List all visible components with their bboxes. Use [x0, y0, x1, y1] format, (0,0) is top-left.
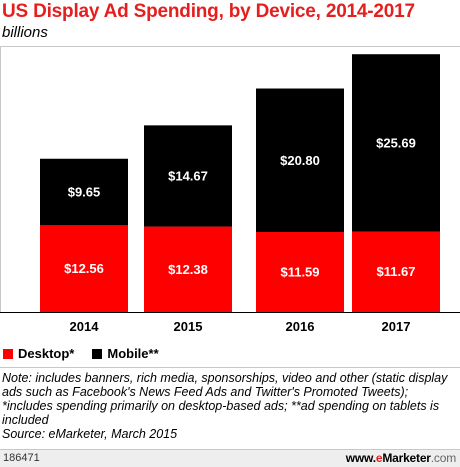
data-label-desktop-2014: $12.56: [64, 261, 104, 276]
note-divider: [0, 367, 460, 368]
legend-label-desktop: Desktop*: [18, 346, 75, 361]
brand-rest: Marketer: [382, 451, 431, 465]
note-text: Note: includes banners, rich media, spon…: [2, 371, 448, 427]
legend: Desktop* Mobile**: [3, 346, 177, 361]
legend-item-mobile: Mobile**: [92, 346, 159, 361]
bar-mobile-2014: [40, 158, 128, 226]
bar-mobile-2017: [352, 54, 440, 232]
x-tick-label-2014: 2014: [70, 319, 100, 334]
bar-desktop-2017: [352, 231, 440, 312]
footer-bar: 186471 www.eMarketer.com: [0, 449, 460, 467]
brand-link[interactable]: www.eMarketer.com: [346, 451, 456, 465]
legend-label-mobile: Mobile**: [107, 346, 159, 361]
bar-desktop-2015: [144, 226, 232, 312]
bar-desktop-2016: [256, 232, 344, 312]
legend-swatch-desktop: [3, 348, 13, 359]
data-label-desktop-2016: $11.59: [280, 265, 319, 280]
chart-id: 186471: [3, 452, 40, 464]
x-tick-label-2017: 2017: [382, 319, 411, 334]
x-tick-label-2015: 2015: [174, 319, 203, 334]
legend-swatch-mobile: [92, 348, 103, 359]
data-label-mobile-2014: $9.65: [68, 185, 101, 200]
brand-accent: e: [375, 451, 383, 465]
bar-mobile-2015: [144, 125, 232, 227]
data-label-mobile-2016: $20.80: [280, 153, 320, 168]
bar-mobile-2016: [256, 88, 344, 233]
data-label-desktop-2015: $12.38: [168, 262, 208, 277]
data-label-desktop-2017: $11.67: [376, 264, 415, 279]
brand-suffix: .com: [430, 451, 456, 465]
data-label-mobile-2015: $14.67: [168, 168, 208, 183]
chart-title: US Display Ad Spending, by Device, 2014-…: [2, 1, 415, 22]
x-tick-label-2016: 2016: [286, 319, 315, 334]
chart-note: Note: includes banners, rich media, spon…: [2, 371, 454, 441]
note-source: Source: eMarketer, March 2015: [2, 427, 178, 441]
title-divider: [0, 46, 460, 47]
chart-subtitle: billions: [2, 24, 48, 41]
legend-item-desktop: Desktop*: [3, 346, 74, 361]
brand-prefix: www.: [345, 451, 376, 465]
stacked-bar-chart: $12.56 $9.65 2014 $12.38 $14.67 2015 $11.59 $20…: [0, 47, 460, 334]
bar-desktop-2014: [40, 225, 128, 312]
data-label-mobile-2017: $25.69: [376, 135, 416, 150]
